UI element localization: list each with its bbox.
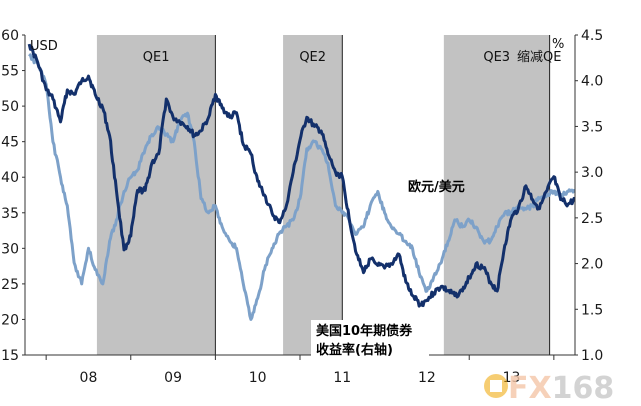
annotation-bg	[311, 320, 429, 360]
x-tick-label: 09	[164, 370, 182, 386]
left-tick-label: 15	[1, 348, 19, 364]
right-tick-label: 3.5	[581, 119, 603, 135]
qe-band-label-1: QE1	[143, 50, 170, 65]
left-tick-label: 50	[1, 99, 19, 115]
right-tick-label: 3.0	[581, 165, 603, 181]
left-tick-label: 35	[1, 206, 19, 222]
qe-band-3	[443, 35, 550, 355]
qe-bands: QE1 QE2 QE3	[96, 35, 550, 355]
fx168-watermark: FX168	[484, 371, 614, 406]
right-tick-label: 4.0	[581, 74, 603, 90]
left-tick-label: 55	[1, 64, 19, 80]
right-axis-unit: %	[552, 37, 564, 52]
right-tick-label: 1.0	[581, 348, 603, 364]
right-tick-label: 1.5	[581, 302, 603, 318]
annotation-eurusd: 欧元/美元	[408, 179, 465, 195]
left-tick-label: 45	[1, 135, 19, 151]
annotation-yield-line2: 收益率(右轴)	[316, 342, 393, 358]
x-tick-label: 08	[80, 370, 98, 386]
left-tick-label: 20	[1, 312, 19, 328]
series-group	[27, 43, 575, 321]
watermark-168: 168	[552, 371, 615, 406]
axes: 15 20 25 30 35 40 45 50 55 60 1.0 1.5 2.0 2.5 3.0 3.5 4.…	[1, 28, 603, 386]
series-line-eurusd	[28, 53, 575, 321]
x-tick-label: 10	[249, 370, 267, 386]
left-tick-label: 30	[1, 241, 19, 257]
fx168-logo-icon	[484, 374, 508, 398]
qe-band-label-2: QE2	[299, 50, 326, 65]
x-tick-label: 12	[418, 370, 436, 386]
right-tick-label: 2.0	[581, 257, 603, 273]
series-line-us10y-yield	[27, 43, 575, 308]
x-tick-label: 11	[333, 370, 351, 386]
svg-text:FX168: FX168	[508, 371, 614, 406]
right-tick-label: 4.5	[581, 28, 603, 44]
annotation-yield-line1: 美国10年期债券	[316, 323, 413, 339]
left-tick-label: 25	[1, 277, 19, 293]
chart-labels: USD % 缩减QE 欧元/美元 美国10年期债券 收益率(右轴)	[30, 37, 564, 360]
watermark-fx: FX	[508, 371, 552, 406]
left-tick-label: 60	[1, 28, 19, 44]
right-tick-label: 2.5	[581, 211, 603, 227]
qe-band-1	[96, 35, 216, 355]
taper-label: 缩减QE	[517, 49, 561, 65]
left-tick-label: 40	[1, 170, 19, 186]
qe-band-label-3: QE3	[483, 50, 510, 65]
left-axis-unit: USD	[30, 39, 58, 54]
